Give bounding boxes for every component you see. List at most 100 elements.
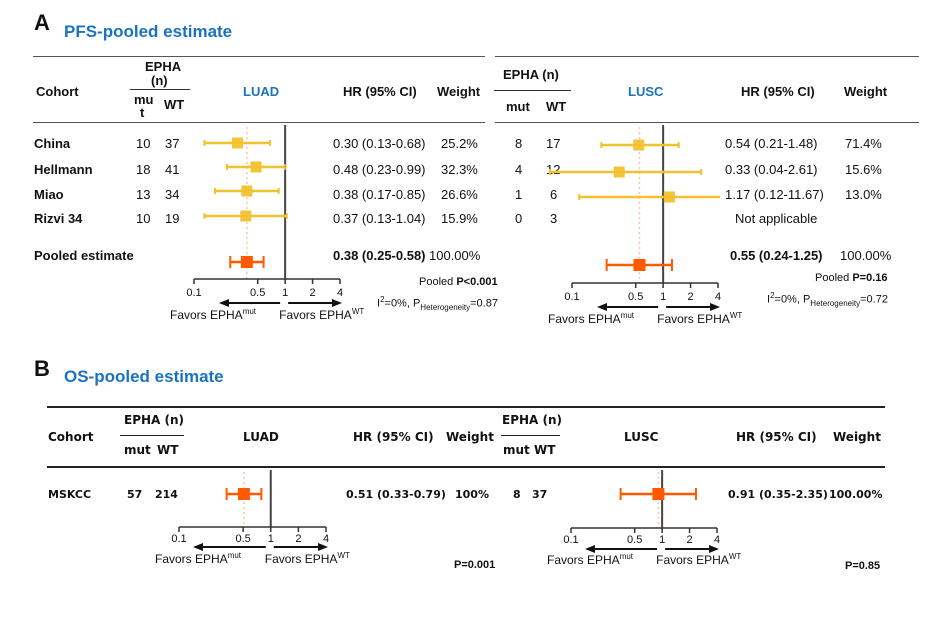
favors-text: Favors EPHA <box>264 552 338 566</box>
favors-right-arrow-head <box>709 545 719 553</box>
luad-wt: 34 <box>165 187 180 202</box>
lusc-mut: 4 <box>515 162 523 177</box>
x-tick-label: 1 <box>267 533 274 545</box>
header-weight: Weight <box>437 84 481 99</box>
header-lusc-epha: EPHA (n) <box>503 67 559 82</box>
favors-sup: mut <box>619 552 634 561</box>
x-tick-label: 1 <box>660 291 667 303</box>
os-lusc-p: P=0.85 <box>845 560 881 572</box>
favors-right-arrow-head <box>710 303 720 311</box>
x-tick-label: 0.1 <box>564 291 580 303</box>
pooled-luad-heterogeneity: I2=0%, PHeterogeneity=0.87 <box>377 295 498 312</box>
header-epha-rule <box>130 89 190 90</box>
x-tick-label: 0.5 <box>628 291 644 303</box>
lusc-mut: 0 <box>515 211 523 226</box>
favors-wt-label: Favors EPHAWT <box>656 552 741 567</box>
header-epha-line1: EPHA <box>145 59 182 74</box>
panel-a-header-rule-right <box>495 122 919 123</box>
os-luad-p: P=0.001 <box>454 559 496 571</box>
x-tick-label: 2 <box>687 291 694 303</box>
favors-sup: mut <box>620 311 635 320</box>
favors-sup: WT <box>728 552 742 561</box>
favors-mut-label: Favors EPHAmut <box>155 551 241 566</box>
b-header-lusc-mut: mut <box>503 443 530 457</box>
favors-text: Favors EPHA <box>279 308 352 322</box>
b-header-lusc: LUSC <box>624 430 659 444</box>
lusc-hr: Not applicable <box>735 211 818 226</box>
favors-wt-label: Favors EPHAWT <box>279 307 364 322</box>
study-point <box>663 191 675 203</box>
luad-mut: 10 <box>136 211 151 226</box>
x-tick-label: 2 <box>686 534 693 546</box>
favors-wt-label: Favors EPHAWT <box>657 311 742 326</box>
het-sub: Heterogeneity <box>810 298 861 308</box>
favors-left-arrow-head <box>219 299 229 307</box>
luad-wt: 41 <box>165 162 180 177</box>
luad-hr: 0.30 (0.13-0.68) <box>333 136 426 151</box>
i2-sup: 2 <box>770 291 775 300</box>
b-header-cohort: Cohort <box>48 430 94 444</box>
panel-a-header-rule-left <box>33 122 485 123</box>
favors-mut-label: Favors EPHAmut <box>548 311 634 326</box>
favors-right-arrow-head <box>332 299 342 307</box>
favors-text: Favors EPHA <box>657 312 730 326</box>
header-hr: HR (95% CI) <box>343 84 417 99</box>
x-tick-label: 2 <box>309 287 316 299</box>
lusc-wt: 6 <box>550 187 558 202</box>
x-tick-label: 1 <box>282 287 289 299</box>
lusc-weight: 15.6% <box>845 162 882 177</box>
favors-sup: mut <box>242 307 257 316</box>
pooled-point <box>633 259 646 271</box>
b-header-lusc-epha-rule <box>501 435 560 436</box>
lusc-weight: 13.0% <box>845 187 882 202</box>
pooled-luad-p: Pooled P<0.001 <box>419 276 498 288</box>
header-cohort: Cohort <box>36 84 79 99</box>
lusc-mut: 8 <box>513 488 521 501</box>
x-tick-label: 0.1 <box>186 287 202 299</box>
lusc-hr: 0.91 (0.35-2.35) <box>728 488 828 501</box>
lusc-mut: 1 <box>515 187 523 202</box>
x-tick-label: 0.5 <box>235 533 251 545</box>
lusc-hr: 0.54 (0.21-1.48) <box>725 136 818 151</box>
luad-weight: 100% <box>455 488 489 501</box>
favors-text: Favors EPHA <box>547 553 620 567</box>
b-header-epha-rule <box>120 435 184 436</box>
luad-wt: 214 <box>155 488 178 501</box>
lusc-hr: 0.33 (0.04-2.61) <box>725 162 818 177</box>
panel-a-top-rule-left <box>33 56 485 57</box>
pooled-lusc-hr: 0.55 (0.24-1.25) <box>730 248 823 263</box>
pooled-lusc-heterogeneity: I2=0%, PHeterogeneity=0.72 <box>767 291 888 308</box>
favors-text: Favors EPHA <box>155 552 228 566</box>
b-header-wt: WT <box>157 443 179 457</box>
favors-mut-label: Favors EPHAmut <box>170 307 256 322</box>
header-lusc-mut: mut <box>506 99 530 114</box>
header-lusc-epha-rule <box>494 90 571 91</box>
study-point <box>250 161 262 173</box>
het-val: =0.72 <box>860 293 888 306</box>
lusc-wt: 3 <box>550 211 558 226</box>
cohort-name: Hellmann <box>34 162 93 177</box>
lusc-wt: 17 <box>546 136 561 151</box>
study-point <box>613 166 625 178</box>
header-mut-line2: t <box>140 105 145 120</box>
luad-mut: 10 <box>136 136 151 151</box>
header-epha-line2: (n) <box>151 73 168 88</box>
x-tick-label: 4 <box>714 291 722 303</box>
favors-text: Favors EPHA <box>548 312 621 326</box>
favors-sup: WT <box>351 307 365 316</box>
lusc-weight: 71.4% <box>845 136 882 151</box>
panel-a-title: PFS-pooled estimate <box>64 22 233 41</box>
i2-label: I <box>377 297 381 310</box>
header-lusc: LUSC <box>628 84 664 99</box>
panel-b-letter: B <box>34 356 50 381</box>
lusc-mut: 8 <box>515 136 523 151</box>
b-header-lusc-epha: EPHA (n) <box>502 413 563 427</box>
header-mut-line1: mu <box>134 92 154 107</box>
i2-rest: =0%, P <box>774 293 811 306</box>
x-tick-label: 0.1 <box>563 534 579 546</box>
luad-weight: 26.6% <box>441 187 478 202</box>
favors-left-arrow-head <box>597 303 607 311</box>
b-header-mut: mut <box>124 443 151 457</box>
cohort-name: Rizvi 34 <box>34 211 83 226</box>
